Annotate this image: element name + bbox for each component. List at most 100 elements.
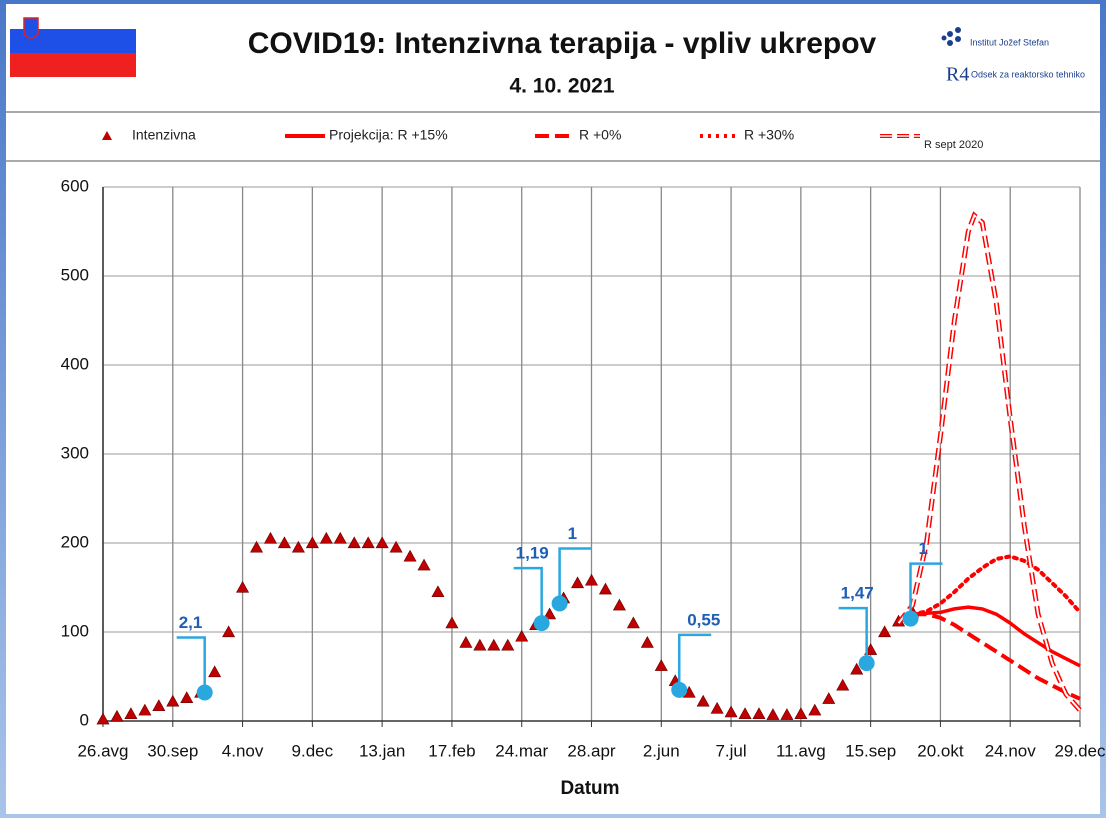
annotation: 1 bbox=[919, 539, 928, 558]
legend-label: R +0% bbox=[579, 127, 621, 143]
annotation-point bbox=[551, 595, 568, 612]
x-tick-label: 26.avg bbox=[77, 741, 128, 760]
department: Odsek za reaktorsko tehniko bbox=[971, 69, 1085, 79]
x-tick-label: 15.sep bbox=[845, 741, 896, 760]
data-point bbox=[766, 708, 780, 720]
data-point bbox=[515, 629, 529, 642]
data-point bbox=[710, 701, 724, 714]
x-tick-label: 29.dec bbox=[1054, 741, 1106, 760]
y-tick-label: 600 bbox=[61, 176, 89, 195]
annotation-point bbox=[902, 610, 919, 627]
data-point bbox=[152, 699, 166, 711]
subtitle: 4. 10. 2021 bbox=[509, 75, 614, 98]
data-point bbox=[738, 707, 752, 719]
data-point bbox=[459, 636, 473, 648]
slide bbox=[6, 4, 1100, 814]
legend-label: Projekcija: R +15% bbox=[329, 127, 448, 143]
data-point bbox=[640, 636, 654, 648]
callout bbox=[838, 606, 868, 664]
y-tick-label: 500 bbox=[61, 265, 89, 284]
data-point bbox=[445, 616, 459, 629]
data-point bbox=[319, 531, 333, 544]
y-tick-label: 0 bbox=[80, 710, 89, 729]
data-point bbox=[389, 540, 403, 553]
data-point bbox=[473, 638, 487, 651]
logo: R4 bbox=[946, 64, 969, 86]
data-point bbox=[543, 607, 557, 620]
x-axis-label: Datum bbox=[560, 778, 619, 799]
data-point bbox=[571, 576, 585, 589]
data-point bbox=[180, 691, 194, 703]
x-tick-label: 28.apr bbox=[567, 741, 616, 760]
legend-swatch bbox=[102, 131, 112, 140]
annotation: 2,1 bbox=[179, 613, 203, 632]
x-tick-label: 13.jan bbox=[359, 741, 405, 760]
data-point bbox=[138, 703, 152, 716]
y-tick-label: 300 bbox=[61, 443, 89, 462]
data-point bbox=[263, 531, 277, 544]
projection-line bbox=[912, 612, 1081, 701]
data-point bbox=[850, 662, 864, 675]
legend-label: R +30% bbox=[744, 127, 794, 143]
callout bbox=[677, 633, 712, 690]
data-point bbox=[808, 703, 822, 716]
x-tick-label: 4.nov bbox=[222, 741, 264, 760]
annotation: 1,47 bbox=[841, 584, 874, 603]
callout bbox=[909, 562, 943, 619]
x-tick-label: 20.okt bbox=[917, 741, 964, 760]
data-point bbox=[598, 582, 612, 595]
y-tick-label: 400 bbox=[61, 354, 89, 373]
annotation: 1,19 bbox=[516, 544, 549, 563]
annotation-point bbox=[858, 655, 875, 672]
data-point bbox=[208, 665, 222, 678]
data-point bbox=[780, 708, 794, 720]
institute: Institut Jožef Stefan bbox=[970, 37, 1049, 47]
annotation: 0,55 bbox=[687, 610, 720, 629]
data-point bbox=[96, 712, 110, 725]
data-point bbox=[794, 707, 808, 719]
data-point bbox=[166, 694, 180, 707]
x-tick-label: 2.jun bbox=[643, 741, 680, 760]
x-tick-label: 7.jul bbox=[715, 741, 746, 760]
data-point bbox=[222, 625, 236, 638]
data-point bbox=[361, 536, 375, 549]
data-point bbox=[250, 540, 264, 553]
data-point bbox=[110, 709, 124, 722]
x-tick-label: 11.avg bbox=[776, 741, 826, 760]
legend-label: Intenzivna bbox=[132, 127, 196, 143]
data-point bbox=[878, 625, 892, 638]
annotation: 1 bbox=[568, 524, 577, 543]
data-point bbox=[822, 692, 836, 704]
data-point bbox=[375, 536, 389, 549]
data-point bbox=[124, 707, 138, 719]
x-tick-label: 17.feb bbox=[428, 741, 475, 760]
projection-line-inner bbox=[897, 213, 1081, 711]
data-point bbox=[236, 580, 250, 593]
flag bbox=[10, 5, 136, 77]
data-point bbox=[752, 707, 766, 719]
annotation-point bbox=[671, 681, 688, 698]
x-tick-label: 30.sep bbox=[147, 741, 198, 760]
ijs-logo bbox=[941, 27, 961, 46]
data-point bbox=[403, 549, 417, 562]
legend-label: R sept 2020 bbox=[924, 139, 983, 151]
callout bbox=[513, 566, 543, 624]
annotation-point bbox=[196, 684, 213, 701]
data-point bbox=[836, 678, 850, 691]
data-point bbox=[305, 536, 319, 549]
callout bbox=[558, 547, 592, 604]
data-point bbox=[333, 531, 347, 544]
data-point bbox=[724, 705, 738, 718]
callout bbox=[176, 636, 206, 693]
x-tick-label: 9.dec bbox=[292, 741, 334, 760]
data-point bbox=[654, 659, 668, 671]
y-tick-label: 200 bbox=[61, 532, 89, 551]
data-point bbox=[612, 598, 626, 611]
x-tick-label: 24.mar bbox=[495, 741, 548, 760]
y-tick-label: 100 bbox=[61, 621, 89, 640]
data-point bbox=[696, 694, 710, 707]
data-point bbox=[291, 540, 305, 553]
data-point bbox=[626, 616, 640, 629]
